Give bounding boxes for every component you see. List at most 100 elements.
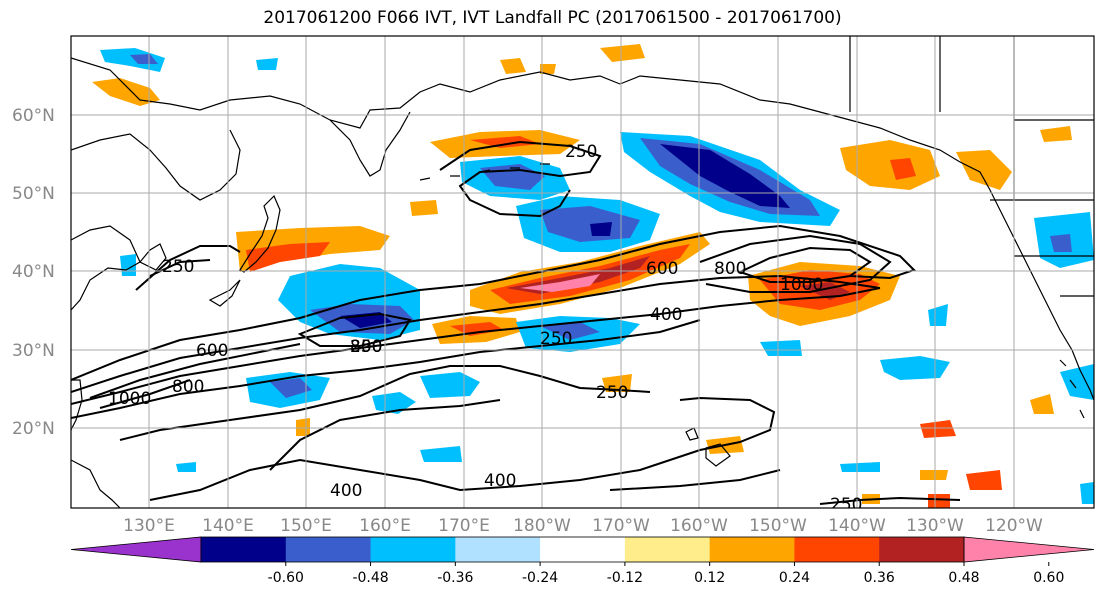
map-border <box>70 35 1095 509</box>
coastlines <box>71 36 1094 508</box>
shade-blob <box>928 494 950 508</box>
shade-blob <box>1050 234 1072 252</box>
contour-label: 1000 <box>108 389 151 409</box>
colorbar-tick-label: -0.48 <box>352 570 388 586</box>
shade-blob <box>410 200 438 216</box>
shade-blob <box>840 462 880 472</box>
colorbar-tick-label: -0.12 <box>607 570 643 586</box>
colorbar-swatch <box>201 537 287 562</box>
shade-blob <box>880 356 950 380</box>
shade-blob <box>92 78 160 106</box>
colorbar-swatch <box>624 537 711 562</box>
colorbar-tick-label: 0.36 <box>864 570 895 586</box>
shade-blob <box>590 222 612 236</box>
shade-blob <box>256 58 278 70</box>
contour-label: 250 <box>540 329 572 349</box>
colorbar-tick-label: -0.36 <box>437 570 473 586</box>
colorbar-tick-label: 0.60 <box>1033 570 1064 586</box>
lon-label: 130°W <box>906 516 964 536</box>
colorbar-swatch <box>540 537 626 562</box>
lon-label: 170°E <box>438 516 490 536</box>
contour-label: 600 <box>646 259 678 279</box>
shade-blob <box>1060 364 1094 400</box>
contour-label: 250 <box>565 142 597 162</box>
lon-label: 150°E <box>280 516 332 536</box>
shade-blob <box>270 378 312 398</box>
shade-blob <box>602 374 632 392</box>
colorbar: -0.60 -0.48 -0.36 -0.24 -0.12 0.12 0.24 0.36 0.4… <box>70 536 1095 586</box>
shade-blob <box>928 304 948 326</box>
shade-blob <box>660 144 790 208</box>
shade-blob <box>840 140 940 190</box>
shade-blob <box>520 274 600 292</box>
shade-blob <box>130 54 158 64</box>
shade-blob <box>540 322 600 340</box>
contour-label: 400 <box>330 481 362 501</box>
colorbar-swatch <box>285 537 372 562</box>
map-title: 2017061200 F066 IVT, IVT Landfall PC (20… <box>263 8 842 28</box>
shade-blob <box>956 150 1012 190</box>
colorbar-extend-high <box>963 536 1095 563</box>
lon-label: 180°W <box>513 516 571 536</box>
contour-label: 250 <box>596 383 628 403</box>
colorbar-tick-label: -0.24 <box>522 570 558 586</box>
shade-blob <box>600 44 645 62</box>
shade-blob <box>420 446 462 462</box>
contour-label: 400 <box>484 471 516 491</box>
contour-labels: 250 250 250 250 250 600 800 1000 400 250… <box>108 142 862 515</box>
shade-blob <box>920 470 948 480</box>
lat-label: 50°N <box>12 184 55 204</box>
shade-blob <box>372 392 416 414</box>
lon-label: 160°E <box>359 516 411 536</box>
pc-shading <box>92 44 1094 508</box>
lon-label: 120°W <box>985 516 1043 536</box>
shade-blob <box>1040 126 1072 142</box>
colorbar-tick-label: 0.12 <box>694 570 725 586</box>
contour-label: 800 <box>350 337 382 357</box>
contour-label: 800 <box>714 259 746 279</box>
contour-label: 250 <box>830 495 862 515</box>
shade-blob <box>966 470 1002 490</box>
shade-blob <box>1030 394 1054 414</box>
shade-blob <box>500 58 526 74</box>
shade-blob <box>760 340 802 356</box>
lon-label: 170°W <box>592 516 650 536</box>
shade-blob <box>890 158 916 180</box>
lat-label: 20°N <box>12 419 55 439</box>
shade-blob <box>296 418 310 436</box>
colorbar-frame <box>200 536 965 563</box>
colorbar-swatch <box>370 537 456 562</box>
colorbar-swatch <box>879 537 965 562</box>
shade-blob <box>420 372 480 398</box>
colorbar-tick-label: 0.48 <box>948 570 979 586</box>
shade-blob <box>470 136 540 148</box>
lat-label: 60°N <box>12 106 55 126</box>
colorbar-swatch <box>709 537 795 562</box>
lon-label: 140°E <box>202 516 254 536</box>
lat-label: 30°N <box>12 341 55 361</box>
contour-label: 600 <box>196 341 228 361</box>
lat-label: 40°N <box>12 262 55 282</box>
lon-label: 150°W <box>749 516 807 536</box>
lon-label: 140°W <box>828 516 886 536</box>
colorbar-swatch <box>794 537 880 562</box>
colorbar-extend-low <box>70 536 202 563</box>
lon-label: 130°E <box>123 516 175 536</box>
ivt-contours <box>71 140 961 505</box>
contour-label: 400 <box>650 305 682 325</box>
lon-label: 160°W <box>670 516 728 536</box>
contour-label: 250 <box>350 337 382 357</box>
contour-label: 250 <box>162 257 194 277</box>
latitude-labels: 60°N 50°N 40°N 30°N 20°N <box>12 106 55 439</box>
colorbar-tick-label: -0.60 <box>268 570 304 586</box>
gridlines <box>71 36 1094 508</box>
contour-label: 800 <box>172 377 204 397</box>
shade-blob <box>540 64 556 74</box>
longitude-labels: 130°E 140°E 150°E 160°E 170°E 180°W 170°… <box>123 516 1043 536</box>
shade-blob <box>920 420 956 438</box>
contour-label: 1000 <box>780 275 823 295</box>
shade-blob <box>176 462 196 472</box>
shade-blob <box>1080 482 1094 504</box>
colorbar-tick-label: 0.24 <box>779 570 810 586</box>
